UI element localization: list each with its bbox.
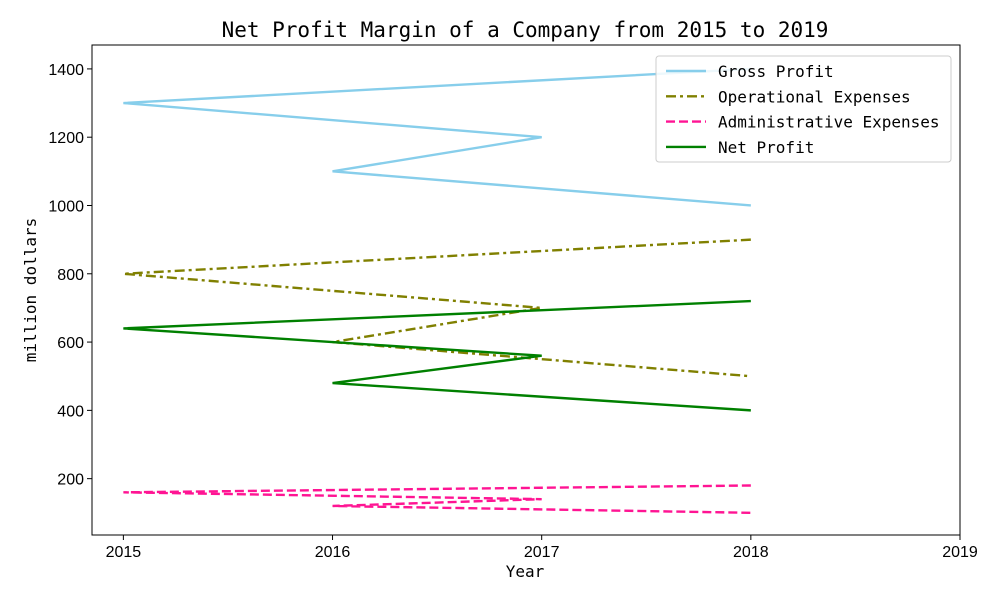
series-line-administrative-expenses bbox=[123, 484, 751, 514]
y-tick-label: 400 bbox=[57, 403, 84, 420]
legend-label: Administrative Expenses bbox=[718, 113, 940, 132]
series-line-operational-expenses bbox=[123, 238, 751, 378]
y-tick-label: 200 bbox=[57, 472, 84, 489]
x-tick-label: 2018 bbox=[733, 544, 769, 561]
x-tick-label: 2015 bbox=[106, 544, 142, 561]
legend-box bbox=[655, 55, 952, 163]
legend: Gross Profit Operational Expenses Administ… bbox=[655, 55, 952, 163]
y-tick-label: 600 bbox=[57, 335, 84, 352]
y-tick-label: 800 bbox=[57, 267, 84, 284]
plot-frame bbox=[91, 44, 961, 536]
legend-label: Gross Profit bbox=[718, 62, 834, 81]
legend-label: Net Profit bbox=[718, 138, 814, 157]
chart-title: Net Profit Margin of a Company from 2015… bbox=[222, 18, 829, 42]
legend-label: Operational Expenses bbox=[718, 87, 911, 106]
x-axis-label: Year bbox=[506, 562, 545, 581]
series-line-gross-profit bbox=[123, 67, 751, 207]
y-axis: 200 400 600 800 1000 1200 1400 bbox=[48, 62, 92, 489]
x-axis: 2015 2016 2017 2018 2019 bbox=[106, 535, 978, 561]
y-tick-label: 1000 bbox=[48, 198, 84, 215]
y-axis-label: million dollars bbox=[21, 218, 40, 363]
series-layer bbox=[123, 67, 751, 514]
y-tick-label: 1200 bbox=[48, 130, 84, 147]
x-tick-label: 2017 bbox=[524, 544, 560, 561]
x-tick-label: 2016 bbox=[315, 544, 351, 561]
y-tick-label: 1400 bbox=[48, 62, 84, 79]
x-tick-label: 2019 bbox=[942, 544, 978, 561]
series-line-net-profit bbox=[123, 299, 751, 412]
